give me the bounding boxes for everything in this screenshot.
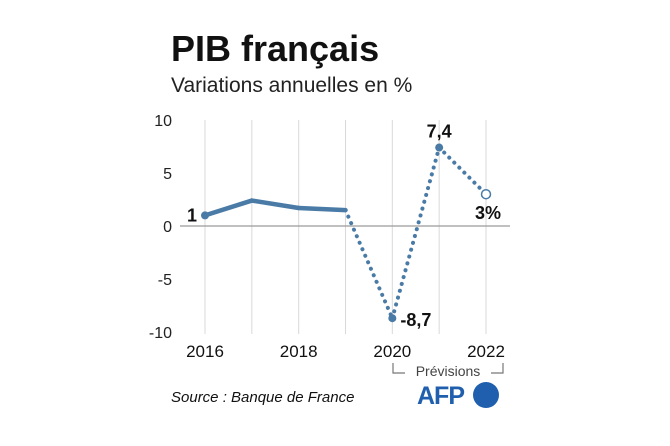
chart-title: PIB français bbox=[171, 28, 379, 69]
afp-logo: AFP bbox=[417, 382, 499, 410]
series-line bbox=[202, 145, 488, 321]
series-points bbox=[201, 143, 492, 323]
forecast-bracket: Prévisions bbox=[392, 363, 504, 379]
data-label: -8,7 bbox=[400, 310, 431, 330]
data-label: 3% bbox=[475, 203, 501, 223]
data-point bbox=[435, 143, 444, 152]
line-segment bbox=[343, 208, 395, 321]
y-tick-label: 5 bbox=[163, 166, 172, 183]
grid bbox=[180, 120, 510, 334]
line-segment bbox=[202, 198, 255, 218]
data-label: 7,4 bbox=[427, 122, 452, 142]
line-segment bbox=[390, 145, 442, 321]
source-note: Source : Banque de France bbox=[171, 389, 354, 406]
y-tick-label: 0 bbox=[163, 219, 172, 236]
afp-logo-circle bbox=[473, 382, 499, 408]
chart-subtitle: Variations annuelles en % bbox=[171, 74, 412, 97]
y-tick-label: -5 bbox=[158, 272, 172, 289]
x-tick-label: 2018 bbox=[280, 342, 318, 361]
x-tick-label: 2016 bbox=[186, 342, 224, 361]
x-tick-label: 2022 bbox=[467, 342, 505, 361]
y-tick-label: -10 bbox=[149, 325, 172, 342]
data-point bbox=[201, 211, 209, 220]
y-tick-label: 10 bbox=[154, 113, 172, 130]
afp-logo-text: AFP bbox=[417, 382, 464, 410]
x-tick-label: 2020 bbox=[373, 342, 411, 361]
line-segment bbox=[296, 205, 348, 213]
data-point bbox=[480, 188, 492, 200]
data-label: 1 bbox=[187, 205, 197, 225]
data-point bbox=[388, 314, 397, 323]
data-labels: 1 -8,7 7,4 3% bbox=[187, 122, 501, 331]
line-segment bbox=[249, 198, 301, 211]
y-axis: 10 5 0 -5 -10 bbox=[149, 113, 172, 342]
forecast-note: Prévisions bbox=[416, 363, 481, 379]
line-segment bbox=[437, 145, 488, 197]
x-axis: 2016 2018 2020 2022 bbox=[186, 342, 505, 361]
